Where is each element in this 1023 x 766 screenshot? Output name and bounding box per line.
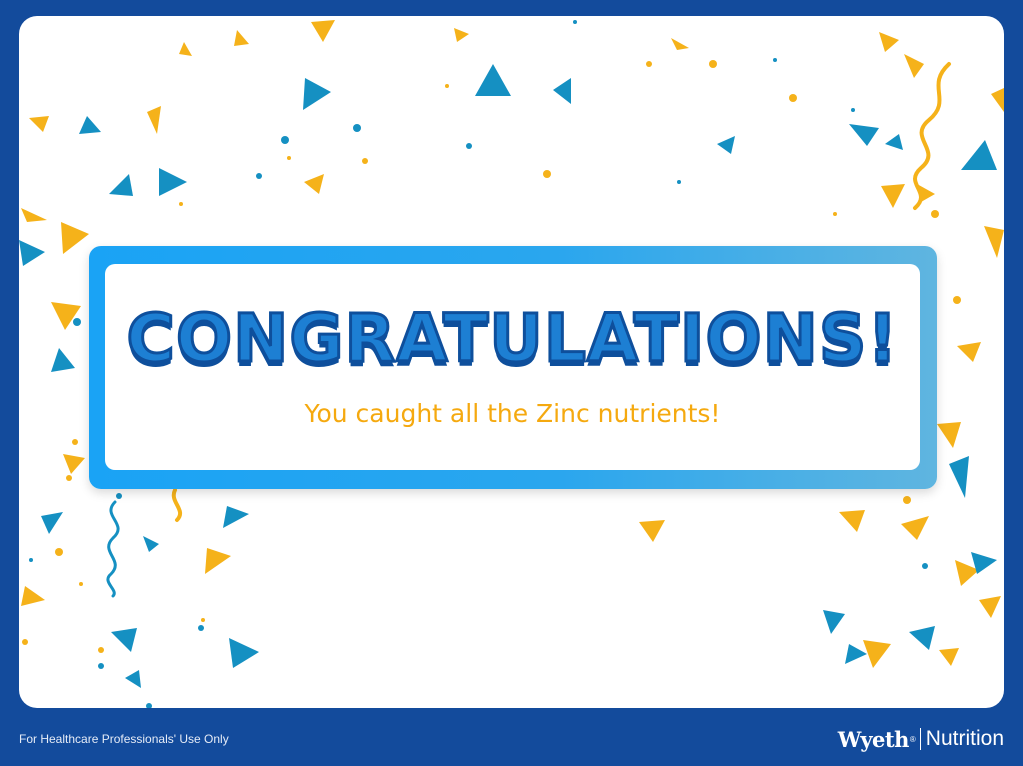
confetti-yellow-triangles: [21, 20, 1004, 668]
result-message: You caught all the Zinc nutrients!: [304, 399, 721, 428]
confetti-blue-dots: [29, 20, 928, 708]
result-panel: CONGRATULATIONS! You caught all the Zinc…: [19, 16, 1004, 708]
confetti-decoration: [19, 20, 1004, 708]
confetti-blue-triangles: [19, 64, 997, 688]
confetti-streamers: [106, 62, 951, 598]
brand-name: Wyeth: [837, 726, 910, 752]
brand-divider: [919, 728, 921, 750]
brand-sub: Nutrition: [925, 727, 1004, 750]
congratulations-banner: CONGRATULATIONS! You caught all the Zinc…: [89, 246, 937, 489]
banner-card: CONGRATULATIONS! You caught all the Zinc…: [105, 264, 920, 470]
confetti-yellow-dots: [22, 60, 961, 653]
registered-mark: ®: [909, 734, 916, 744]
congratulations-title: CONGRATULATIONS!: [125, 299, 899, 379]
hcp-disclaimer: For Healthcare Professionals' Use Only: [19, 732, 229, 746]
wyeth-nutrition-logo: Wyeth ® Nutrition: [838, 724, 1004, 754]
